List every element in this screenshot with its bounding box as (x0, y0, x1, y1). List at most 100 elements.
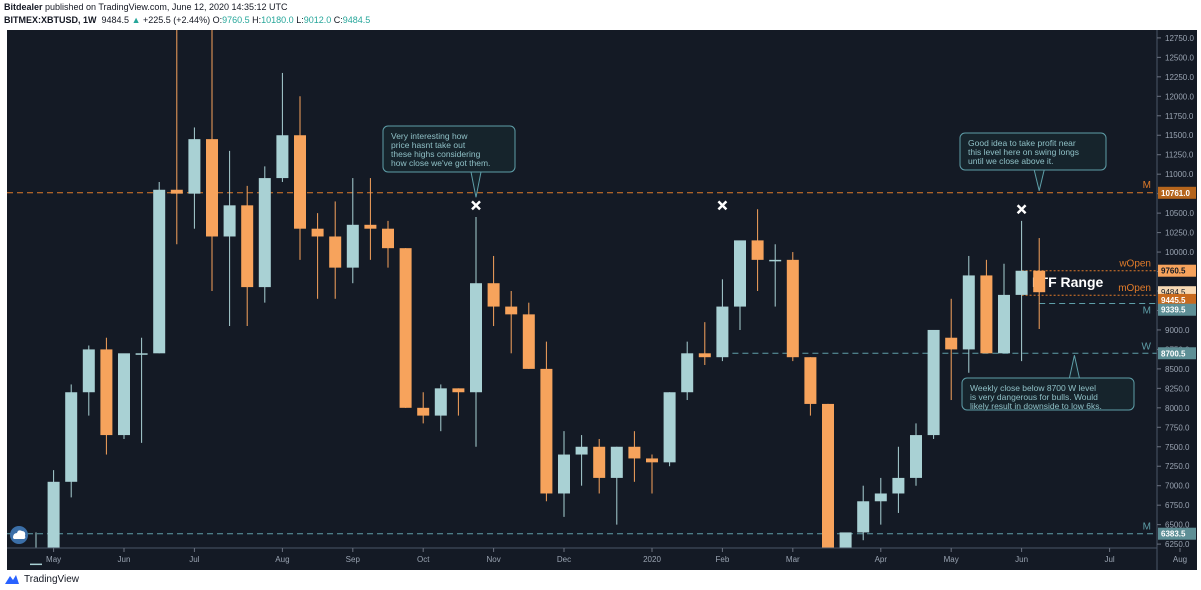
candle-body-up[interactable] (734, 240, 746, 307)
candle-body-up[interactable] (857, 501, 870, 533)
y-tick-label: 8500.0 (1165, 365, 1190, 374)
candle-body-down[interactable] (417, 407, 430, 416)
candle-body-up[interactable] (681, 353, 694, 393)
y-tick-label: 10000.0 (1165, 248, 1194, 257)
candle-body-down[interactable] (980, 275, 993, 354)
candle-body-down[interactable] (540, 368, 553, 494)
x-tick-label: May (944, 555, 959, 564)
x-marker-icon[interactable] (1016, 204, 1027, 215)
candle-body-down[interactable] (646, 458, 658, 463)
candle-body-up[interactable] (610, 446, 623, 478)
candle-body-up[interactable] (223, 205, 236, 237)
author-name[interactable]: Bitdealer (4, 2, 43, 12)
candle-body-down[interactable] (786, 259, 799, 358)
candle-body-down[interactable] (628, 446, 641, 459)
candle-body-up[interactable] (276, 135, 289, 179)
candle-body-down[interactable] (329, 236, 342, 268)
y-tick-label: 7250.0 (1165, 462, 1190, 471)
callout-pointer (470, 171, 482, 198)
candle-body-up[interactable] (998, 294, 1010, 354)
candle-body-down[interactable] (382, 228, 394, 249)
candle-body-down[interactable] (100, 349, 113, 436)
candle-body-down[interactable] (206, 139, 218, 237)
up-arrow-icon: ▲ (131, 15, 141, 25)
candle-body-down[interactable] (294, 135, 306, 229)
tradingview-brand[interactable]: TradingView (24, 574, 80, 585)
candle-body-down[interactable] (399, 248, 412, 408)
candle-body-up[interactable] (910, 435, 922, 478)
price-badge-last: 9484.5 (1161, 288, 1186, 297)
candle-body-down[interactable] (1033, 270, 1046, 293)
callout-text: until we close above it. (968, 156, 1054, 166)
close-label: C: (333, 15, 343, 25)
callout-pointer (1033, 169, 1045, 191)
candle-body-down[interactable] (311, 228, 324, 237)
candle-body-down[interactable] (170, 189, 183, 194)
candle-body-up[interactable] (1015, 270, 1028, 295)
low-value: 9012.0 (303, 15, 332, 25)
candle-body-up[interactable] (118, 353, 130, 436)
y-tick-label: 12500.0 (1165, 53, 1194, 62)
candle-body-up[interactable] (135, 353, 148, 355)
x-marker-icon[interactable] (717, 200, 728, 211)
footer: TradingView (0, 570, 1201, 590)
callout-text: Weekly close below 8700 W level (970, 383, 1096, 393)
candle-body-down[interactable] (452, 388, 465, 393)
candle-body-down[interactable] (487, 283, 500, 307)
price-badge-9760-bg (1158, 264, 1196, 277)
candle-body-up[interactable] (434, 388, 447, 416)
publish-info: Bitdealer published on TradingView.com, … (4, 2, 288, 12)
candle-body-down[interactable] (241, 205, 254, 288)
symbol-label[interactable]: BITMEX:XBTUSD, 1W (4, 15, 97, 25)
y-tick-label: 7500.0 (1165, 443, 1190, 452)
candle-body-up[interactable] (716, 306, 729, 358)
candle-body-down[interactable] (751, 240, 764, 260)
candle-body-up[interactable] (153, 189, 166, 354)
candle-body-up[interactable] (47, 481, 60, 548)
x-marker-icon[interactable] (471, 200, 481, 211)
callout-box (959, 132, 1107, 171)
x-tick-label: Oct (417, 555, 430, 564)
candle-body-down[interactable] (364, 224, 377, 229)
candle-body-up[interactable] (188, 139, 201, 194)
candle-body-up[interactable] (258, 178, 271, 288)
candle-body-down[interactable] (698, 353, 711, 358)
x-tick-label: Jun (118, 555, 131, 564)
callout-text: how close we've got them. (391, 158, 490, 168)
candle-body-up[interactable] (839, 532, 852, 548)
y-tick-label: 7000.0 (1165, 482, 1190, 491)
level-name: W (1142, 341, 1152, 352)
candle-body-up[interactable] (470, 283, 482, 393)
candle-body-down[interactable] (593, 446, 606, 478)
candle-body-down[interactable] (522, 314, 535, 369)
y-tick-label: 11750.0 (1165, 112, 1194, 121)
candle-body-down[interactable] (945, 337, 958, 350)
candle-body-up[interactable] (927, 329, 940, 436)
candle-body-down[interactable] (505, 306, 518, 315)
x-marker-stroke (1016, 204, 1027, 215)
candle-body-up[interactable] (30, 563, 42, 566)
candle-body-up[interactable] (874, 493, 887, 502)
candle-body-up[interactable] (346, 224, 359, 268)
close-value: 9484.5 (342, 15, 371, 25)
candle-body-down[interactable] (804, 357, 817, 404)
price-badge-10761-bg (1158, 186, 1196, 199)
ohlc-info: BITMEX:XBTUSD, 1W 9484.5 ▲ +225.5 (+2.44… (4, 15, 370, 25)
candle-body-up[interactable] (82, 349, 95, 393)
candle-body-up[interactable] (892, 477, 905, 494)
candle-body-up[interactable] (769, 259, 782, 262)
tradingview-cloud-icon[interactable] (10, 526, 28, 544)
tradingview-logo-icon[interactable] (4, 573, 20, 585)
candle-body-up[interactable] (558, 454, 570, 494)
candle-body-up[interactable] (663, 392, 676, 463)
candle-body-up[interactable] (962, 275, 975, 350)
candle-body-down[interactable] (822, 403, 834, 548)
candle-body-up[interactable] (575, 446, 588, 455)
candle-body-up[interactable] (65, 392, 78, 482)
callout-pointer (1068, 355, 1081, 379)
